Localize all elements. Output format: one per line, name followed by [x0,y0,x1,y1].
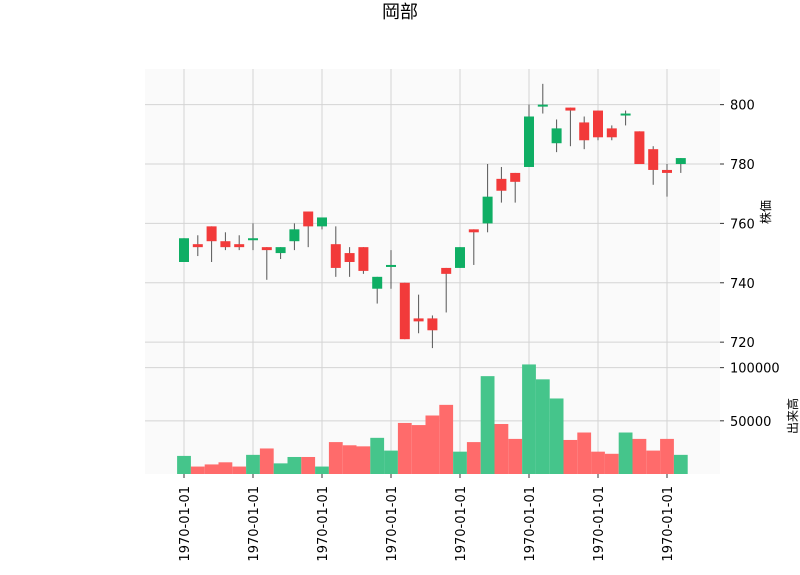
volume-bar [577,432,592,474]
price-tick-label: 760 [730,217,755,232]
volume-bar [522,364,536,474]
candle-body [179,238,189,262]
price-tick-label: 780 [730,158,755,173]
volume-bar [591,451,605,474]
candle-body [303,211,314,227]
x-tick-label: 1970-01-01 [247,486,262,562]
volume-bar [232,466,247,474]
x-tick-label: 1970-01-01 [523,486,538,562]
volume-bar [259,448,274,474]
volume-bar [466,442,481,474]
candle-body [455,247,465,268]
volume-bar [508,438,523,474]
volume-bar [453,451,467,474]
price-tick-label: 740 [730,277,755,292]
volume-bar [618,432,633,474]
volume-bar [204,464,219,474]
candle-body [317,217,327,227]
candle-body [289,229,300,242]
candle-body [330,244,341,268]
candle-body [675,158,686,165]
volume-bar [190,466,205,474]
volume-tick-label: 50000 [730,415,771,430]
volume-bar [480,376,495,474]
price-axis-label: 株価 [758,200,773,224]
volume-panel: 50000 100000 [145,357,780,474]
candle-body [662,169,672,173]
candle-body [413,318,424,322]
volume-bar [673,454,688,474]
candle-body [234,244,245,248]
volume-bar [370,437,385,474]
candle-body [620,113,631,116]
volume-tick-label: 100000 [730,362,780,377]
candle-body [634,131,645,165]
candle-body [579,122,590,141]
volume-bar [246,454,260,474]
volume-bar [439,404,454,474]
x-tick-label: 1970-01-01 [592,486,607,562]
candle-body [510,172,521,182]
candle-body [441,267,452,274]
x-axis: 1970-01-01 1970-01-01 1970-01-01 1970-01-01… [178,474,676,562]
candle-body [482,196,493,224]
volume-bar [397,422,412,474]
volume-bar [563,439,578,474]
candle-body [537,104,548,107]
volume-bar [218,462,233,474]
candle-body [496,178,507,191]
candle-body [524,116,534,167]
volume-bar [315,466,329,474]
volume-bar [660,438,674,474]
candle-body [427,318,438,331]
volume-bar [342,445,357,474]
x-tick-label: 1970-01-01 [454,486,469,562]
candle-body [192,244,203,248]
candle-body [648,149,659,170]
x-tick-label: 1970-01-01 [661,486,676,562]
candle-body [358,247,369,271]
candle-body [468,229,479,233]
volume-bar [425,415,440,474]
volume-bar [549,398,564,474]
volume-bar [384,450,398,474]
volume-bar [328,442,343,474]
volume-bar [646,450,661,474]
x-tick-label: 1970-01-01 [178,486,193,562]
candle-body [275,247,286,254]
candle-body [261,247,272,251]
candle-body [386,264,396,267]
volume-bar [494,424,509,474]
volume-axis-label: 出来高 [785,398,800,434]
volume-bar [287,456,302,474]
volume-bar [301,456,316,474]
candle-body [565,107,576,111]
candle-body [399,282,410,340]
volume-bar [411,425,426,474]
volume-bar [535,379,550,474]
candle-body [551,128,562,144]
volume-bar [356,446,371,474]
candle-body [372,276,383,289]
chart-title: 岡部 [382,2,418,23]
price-panel: 720 740 760 780 800 [145,69,755,357]
volume-bar [632,438,647,474]
candle-body [206,226,217,242]
price-plot-area [145,69,720,357]
candle-body [344,253,355,262]
candle-body [606,128,617,138]
volume-bar [273,463,288,474]
x-tick-label: 1970-01-01 [316,486,331,562]
candle-body [248,238,258,241]
price-tick-label: 720 [730,336,755,351]
volume-bar [177,455,191,474]
candle-body [593,110,603,138]
x-tick-label: 1970-01-01 [385,486,400,562]
volume-bar [604,453,619,474]
price-tick-label: 800 [730,99,755,114]
candle-body [220,241,231,248]
